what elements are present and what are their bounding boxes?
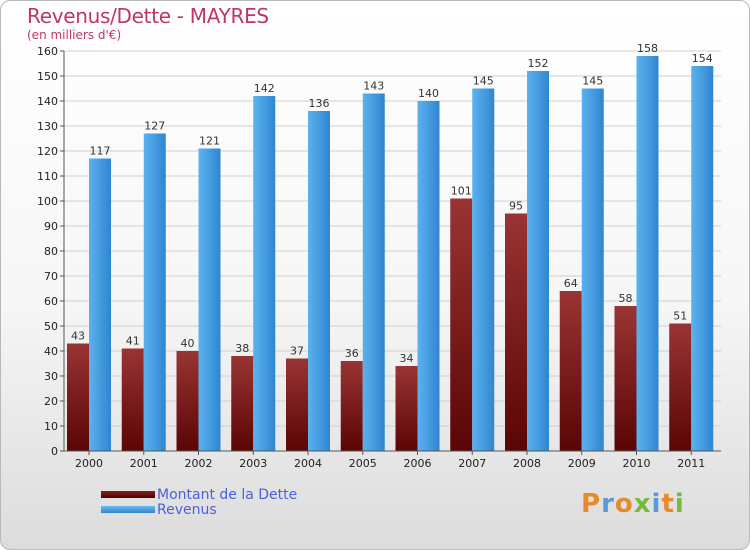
- data-label: 51: [673, 310, 687, 323]
- y-tick-label: 10: [44, 420, 58, 433]
- bar-dette: [231, 356, 254, 451]
- logo-letter: t: [661, 489, 675, 519]
- x-tick-label: 2009: [568, 457, 596, 470]
- x-tick-label: 2010: [623, 457, 651, 470]
- bar-dette: [67, 343, 89, 451]
- data-label: 95: [509, 200, 523, 213]
- data-label: 58: [619, 292, 633, 305]
- logo-letter: r: [601, 489, 615, 519]
- y-tick-label: 70: [44, 270, 58, 283]
- y-tick-label: 0: [51, 445, 58, 458]
- bar-dette: [614, 306, 637, 451]
- bar-revenus: [691, 66, 714, 451]
- logo-letter: P: [581, 489, 602, 519]
- y-tick-label: 20: [44, 395, 58, 408]
- data-label: 43: [71, 330, 85, 343]
- data-label: 145: [473, 75, 494, 88]
- y-tick-label: 40: [44, 345, 58, 358]
- chart-subtitle: (en milliers d'€): [27, 28, 122, 42]
- bar-revenus: [527, 71, 549, 451]
- bar-dette: [340, 361, 363, 451]
- bar-revenus: [362, 93, 385, 451]
- x-tick-label: 2003: [239, 457, 267, 470]
- y-tick-label: 60: [44, 295, 58, 308]
- legend-swatch-revenus: [101, 506, 155, 513]
- x-tick-label: 2006: [404, 457, 432, 470]
- y-tick-label: 120: [37, 145, 58, 158]
- x-tick-label: 2004: [294, 457, 322, 470]
- data-label: 136: [309, 97, 330, 110]
- logo-letter: o: [614, 489, 634, 519]
- y-tick-label: 160: [37, 45, 58, 58]
- axes: 0 10 20 30 40 50 60 70 80 90 100 110 120 130 140 150 160…: [37, 45, 721, 470]
- x-tick-label: 2008: [513, 457, 541, 470]
- data-label: 152: [528, 57, 549, 70]
- logo-letter: x: [633, 489, 652, 519]
- x-tick-label: 2001: [130, 457, 158, 470]
- bar-dette: [669, 323, 692, 451]
- bar-revenus: [308, 111, 330, 451]
- legend: Montant de la Dette Revenus: [101, 486, 298, 518]
- data-label: 37: [290, 345, 304, 358]
- chart-title: Revenus/Dette - MAYRES: [27, 4, 269, 28]
- bar-dette: [176, 351, 199, 451]
- data-label: 101: [451, 185, 472, 198]
- data-label: 34: [400, 352, 414, 365]
- data-labels: 43 117 41 127 40 121 38 142 37 136 36 143 34 140 101 14…: [71, 42, 713, 365]
- legend-label-revenus: Revenus: [157, 501, 217, 518]
- y-tick-label: 80: [44, 245, 58, 258]
- bar-dette: [559, 291, 582, 451]
- proxiti-logo: Proxiti: [581, 489, 685, 519]
- data-label: 40: [181, 337, 195, 350]
- data-label: 117: [90, 145, 111, 158]
- bar-dette: [286, 358, 308, 451]
- y-tick-label: 100: [37, 195, 58, 208]
- data-label: 145: [582, 75, 603, 88]
- y-tick-label: 140: [37, 95, 58, 108]
- data-label: 142: [254, 82, 275, 95]
- bar-revenus: [253, 96, 276, 451]
- data-label: 143: [363, 80, 384, 93]
- y-tick-label: 130: [37, 120, 58, 133]
- legend-swatch-dette: [101, 491, 155, 498]
- data-label: 154: [692, 52, 713, 65]
- logo-letter: i: [651, 489, 662, 519]
- bar-dette: [121, 348, 144, 451]
- legend-item-dette: Montant de la Dette: [101, 486, 298, 503]
- data-label: 64: [564, 277, 578, 290]
- bar-dette: [395, 366, 418, 451]
- bars: [67, 56, 714, 451]
- bar-dette: [505, 213, 527, 451]
- y-tick-label: 50: [44, 320, 58, 333]
- data-label: 158: [637, 42, 658, 55]
- data-label: 140: [418, 87, 439, 100]
- bar-revenus: [89, 158, 111, 451]
- y-tick-label: 90: [44, 220, 58, 233]
- bar-dette: [450, 198, 473, 451]
- data-label: 36: [345, 347, 359, 360]
- bar-revenus: [143, 133, 166, 451]
- bar-revenus: [472, 88, 495, 451]
- y-tick-label: 30: [44, 370, 58, 383]
- data-label: 38: [235, 342, 249, 355]
- y-tick-label: 110: [37, 170, 58, 183]
- legend-label-dette: Montant de la Dette: [157, 486, 298, 503]
- logo-letter: i: [674, 489, 685, 519]
- bar-revenus: [581, 88, 604, 451]
- bar-revenus: [417, 101, 440, 451]
- y-tick-label: 150: [37, 70, 58, 83]
- legend-item-revenus: Revenus: [101, 501, 297, 518]
- data-label: 127: [144, 120, 165, 133]
- x-tick-label: 2005: [349, 457, 377, 470]
- bar-revenus: [636, 56, 659, 451]
- x-tick-label: 2007: [458, 457, 486, 470]
- x-tick-label: 2011: [677, 457, 705, 470]
- data-label: 41: [126, 335, 140, 348]
- x-tick-label: 2000: [75, 457, 103, 470]
- bar-revenus: [198, 148, 221, 451]
- data-label: 121: [199, 135, 220, 148]
- x-tick-label: 2002: [185, 457, 213, 470]
